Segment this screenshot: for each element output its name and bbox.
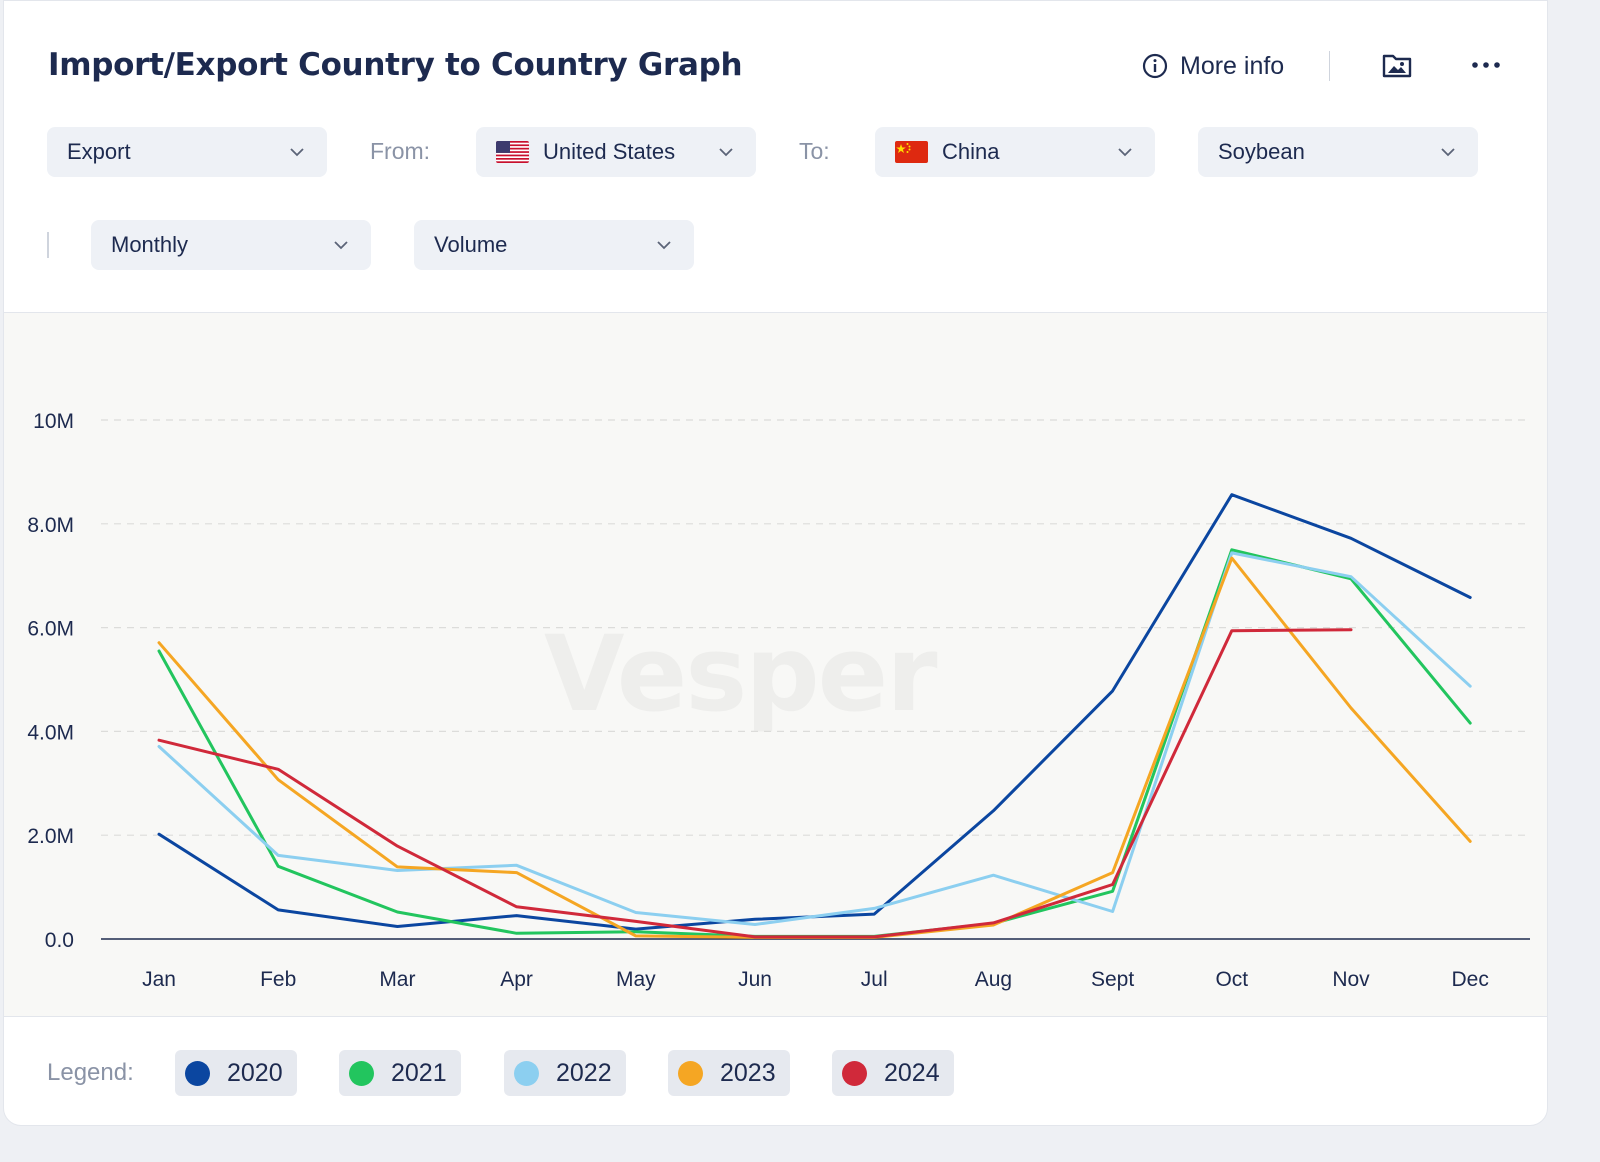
china-flag-icon xyxy=(895,141,928,163)
more-info-button[interactable]: More info xyxy=(1142,49,1284,83)
legend-item-label: 2021 xyxy=(391,1058,447,1087)
series-line-2022 xyxy=(157,551,1472,926)
legend-item-label: 2023 xyxy=(720,1058,776,1087)
to-country-select[interactable]: China xyxy=(875,127,1155,177)
legend-item-label: 2022 xyxy=(556,1058,612,1087)
legend: Legend: 2020 2021 2022 2023 2024 xyxy=(4,1017,1547,1125)
more-info-label: More info xyxy=(1180,51,1285,80)
legend-item-label: 2024 xyxy=(884,1058,940,1087)
series-line-2023 xyxy=(157,556,1472,939)
save-image-button[interactable] xyxy=(1381,49,1413,81)
us-flag-icon xyxy=(496,141,529,163)
y-tick-label: 0.0 xyxy=(45,929,74,952)
filter-divider xyxy=(47,232,49,258)
x-tick-label: Dec xyxy=(1452,968,1489,991)
series-line-2021 xyxy=(157,548,1472,938)
from-country-value: United States xyxy=(543,139,676,164)
page-title: Import/Export Country to Country Graph xyxy=(48,47,743,83)
ellipsis-icon xyxy=(1472,62,1500,68)
chevron-down-icon xyxy=(1118,148,1132,157)
y-tick-label: 4.0M xyxy=(27,721,74,744)
x-tick-label: Oct xyxy=(1215,968,1248,991)
from-country-select[interactable]: United States xyxy=(476,127,756,177)
chart-area: Vesper 0.0 2.0M 4.0M 6.0M 8.0M 10M Jan Feb Mar Ap… xyxy=(4,312,1547,1017)
x-tick-label: Jul xyxy=(861,968,888,991)
x-tick-label: Mar xyxy=(379,968,415,991)
frequency-select[interactable]: Monthly xyxy=(91,220,371,270)
to-country-value: China xyxy=(942,139,1000,164)
commodity-select[interactable]: Soybean xyxy=(1198,127,1478,177)
trade-type-value: Export xyxy=(67,139,131,164)
legend-dot xyxy=(678,1060,703,1086)
legend-item-label: 2020 xyxy=(227,1058,283,1087)
x-tick-label: Feb xyxy=(260,968,296,991)
legend-item-2021[interactable]: 2021 xyxy=(339,1050,461,1096)
header-divider xyxy=(1329,51,1330,81)
y-tick-label: 2.0M xyxy=(27,825,74,848)
frequency-value: Monthly xyxy=(111,232,189,257)
measure-select[interactable]: Volume xyxy=(414,220,694,270)
y-tick-label: 8.0M xyxy=(27,514,74,537)
series-line-2024 xyxy=(157,628,1353,939)
chevron-down-icon xyxy=(334,241,348,250)
trade-type-select[interactable]: Export xyxy=(47,127,327,177)
legend-dot xyxy=(349,1060,374,1086)
x-tick-label: May xyxy=(616,968,656,991)
more-options-button[interactable] xyxy=(1466,49,1506,81)
legend-label: Legend: xyxy=(47,1059,134,1086)
commodity-value: Soybean xyxy=(1218,139,1305,164)
line-chart: 0.0 2.0M 4.0M 6.0M 8.0M 10M Jan Feb Mar Apr May Jun… xyxy=(27,410,1530,991)
legend-item-2023[interactable]: 2023 xyxy=(668,1050,790,1096)
from-label: From: xyxy=(370,138,431,164)
x-tick-label: Nov xyxy=(1332,968,1370,991)
legend-item-2024[interactable]: 2024 xyxy=(832,1050,954,1096)
x-tick-label: Aug xyxy=(975,968,1012,991)
legend-dot xyxy=(842,1060,867,1086)
x-tick-label: Jun xyxy=(738,968,772,991)
y-tick-label: 10M xyxy=(33,410,74,433)
measure-value: Volume xyxy=(434,232,508,257)
legend-dot xyxy=(185,1060,210,1086)
legend-item-2022[interactable]: 2022 xyxy=(504,1050,626,1096)
x-tick-label: Apr xyxy=(500,968,533,991)
legend-item-2020[interactable]: 2020 xyxy=(175,1050,297,1096)
graph-card: Import/Export Country to Country Graph M… xyxy=(3,0,1548,1126)
info-icon xyxy=(1142,53,1168,79)
x-tick-label: Sept xyxy=(1091,968,1134,991)
chevron-down-icon xyxy=(290,148,304,157)
x-tick-label: Jan xyxy=(142,968,176,991)
chevron-down-icon xyxy=(657,241,671,250)
to-label: To: xyxy=(799,138,830,164)
chevron-down-icon xyxy=(719,148,733,157)
image-folder-icon xyxy=(1382,54,1412,78)
legend-dot xyxy=(514,1060,539,1086)
y-tick-label: 6.0M xyxy=(27,618,74,641)
chevron-down-icon xyxy=(1441,148,1455,157)
